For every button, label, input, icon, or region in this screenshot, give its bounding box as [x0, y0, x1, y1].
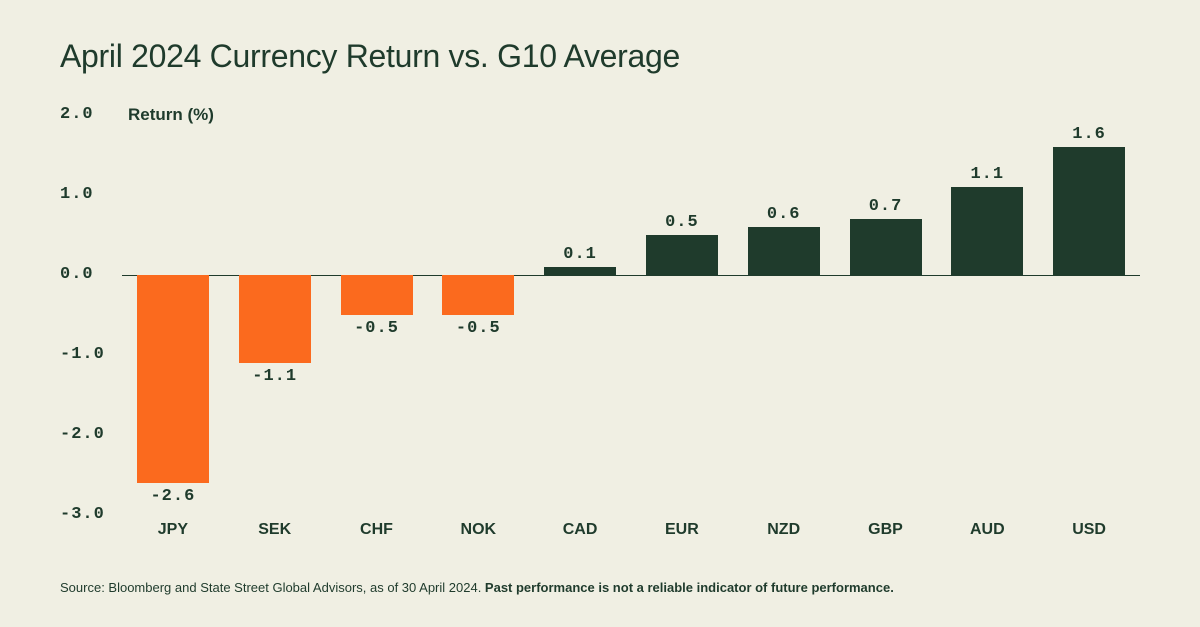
bar — [748, 227, 820, 275]
category-label: USD — [1049, 521, 1129, 539]
y-tick-label: -1.0 — [60, 345, 114, 364]
chart-container: April 2024 Currency Return vs. G10 Avera… — [0, 0, 1200, 627]
bar — [951, 187, 1023, 275]
source-text: Source: Bloomberg and State Street Globa… — [60, 580, 485, 595]
bar — [1053, 147, 1125, 275]
y-tick-label: 2.0 — [60, 105, 114, 124]
y-tick-label: 1.0 — [60, 185, 114, 204]
bar-value-label: -0.5 — [438, 319, 518, 338]
bar-value-label: -1.1 — [235, 367, 315, 386]
y-tick-label: -3.0 — [60, 505, 114, 524]
bar-value-label: 1.1 — [947, 165, 1027, 184]
category-label: SEK — [235, 521, 315, 539]
bar-value-label: -0.5 — [337, 319, 417, 338]
bar-value-label: -2.6 — [133, 487, 213, 506]
bar — [544, 267, 616, 275]
bar-value-label: 0.1 — [540, 245, 620, 264]
source-note: Source: Bloomberg and State Street Globa… — [60, 580, 894, 595]
category-label: JPY — [133, 521, 213, 539]
bar — [341, 275, 413, 315]
bar — [646, 235, 718, 275]
bar — [137, 275, 209, 483]
bar-value-label: 1.6 — [1049, 125, 1129, 144]
bar — [239, 275, 311, 363]
category-label: GBP — [846, 521, 926, 539]
bar-value-label: 0.5 — [642, 213, 722, 232]
category-label: NZD — [744, 521, 824, 539]
bar — [850, 219, 922, 275]
category-label: AUD — [947, 521, 1027, 539]
y-tick-label: -2.0 — [60, 425, 114, 444]
y-tick-label: 0.0 — [60, 265, 114, 284]
bar-value-label: 0.7 — [846, 197, 926, 216]
category-label: CAD — [540, 521, 620, 539]
category-label: NOK — [438, 521, 518, 539]
source-disclaimer: Past performance is not a reliable indic… — [485, 580, 894, 595]
chart-title: April 2024 Currency Return vs. G10 Avera… — [60, 38, 1140, 75]
category-label: CHF — [337, 521, 417, 539]
category-label: EUR — [642, 521, 722, 539]
bar-value-label: 0.6 — [744, 205, 824, 224]
chart-area: Return (%) -2.6JPY-1.1SEK-0.5CHF-0.5NOK0… — [60, 97, 1140, 547]
plot-area: -2.6JPY-1.1SEK-0.5CHF-0.5NOK0.1CAD0.5EUR… — [122, 115, 1140, 515]
bar — [442, 275, 514, 315]
